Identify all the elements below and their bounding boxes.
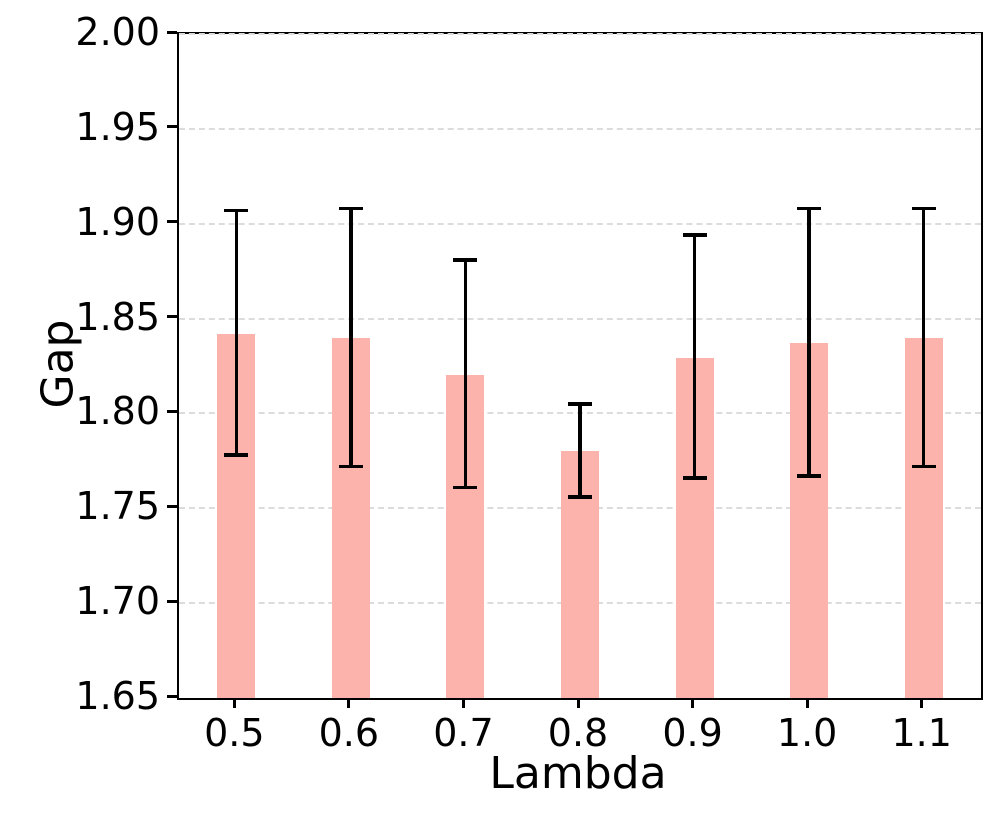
y-tick-label: 1.75 <box>75 484 160 529</box>
y-axis-tick <box>167 599 177 603</box>
gridline <box>179 127 981 130</box>
y-axis-tick <box>167 30 177 34</box>
plot-area <box>177 32 983 700</box>
gridline <box>179 317 981 320</box>
x-tick-label: 1.1 <box>891 711 952 755</box>
x-tick-label: 0.7 <box>433 711 494 755</box>
gridline <box>179 33 981 35</box>
error-bar-cap <box>338 206 363 211</box>
y-axis-tick <box>167 125 177 129</box>
error-bar-cap <box>453 258 478 262</box>
error-bar-cap <box>797 474 822 478</box>
error-bar-cap <box>338 464 363 469</box>
y-tick-label: 1.90 <box>75 199 160 244</box>
error-bar-line <box>349 208 353 467</box>
error-bar-line <box>234 210 239 456</box>
y-axis-tick <box>167 694 177 698</box>
error-bar-cap <box>568 402 592 406</box>
x-tick-label: 0.5 <box>204 711 265 755</box>
x-axis-tick <box>920 698 924 708</box>
y-axis-tick <box>167 220 177 224</box>
x-axis-tick <box>691 698 695 708</box>
error-bar-cap <box>911 464 936 469</box>
x-axis-tick <box>461 698 465 708</box>
x-tick-label: 0.6 <box>318 711 380 755</box>
error-bar-cap <box>797 206 822 211</box>
x-axis-tick <box>232 698 236 708</box>
error-bar-cap <box>911 206 936 211</box>
error-bar-cap <box>568 495 592 499</box>
error-bar-cap <box>682 233 707 237</box>
error-bar-cap <box>224 208 249 213</box>
y-tick-label: 2.00 <box>75 10 160 54</box>
y-tick-label: 1.85 <box>75 294 160 339</box>
x-axis-tick <box>576 698 580 708</box>
x-axis-tick <box>347 698 351 708</box>
error-bar-cap <box>224 453 249 457</box>
gridline <box>179 222 981 225</box>
y-axis-tick <box>167 409 177 413</box>
error-bar-line <box>921 208 926 467</box>
y-axis-tick <box>167 504 177 508</box>
x-axis-label: Lambda <box>489 748 667 799</box>
error-bar-line <box>692 235 697 478</box>
y-tick-label: 1.70 <box>75 579 160 624</box>
x-tick-label: 0.9 <box>662 711 723 755</box>
y-tick-label: 1.80 <box>75 389 160 434</box>
error-bar-line <box>807 208 811 477</box>
y-axis-tick <box>167 315 177 319</box>
error-bar-line <box>578 403 582 497</box>
y-tick-label: 1.65 <box>75 674 160 718</box>
x-tick-label: 0.8 <box>547 711 609 755</box>
x-tick-label: 1.0 <box>776 711 838 755</box>
x-axis-tick <box>805 698 809 708</box>
error-bar-cap <box>682 476 707 480</box>
error-bar-cap <box>453 485 478 490</box>
error-bar-line <box>463 259 468 488</box>
y-tick-label: 1.95 <box>75 104 160 149</box>
